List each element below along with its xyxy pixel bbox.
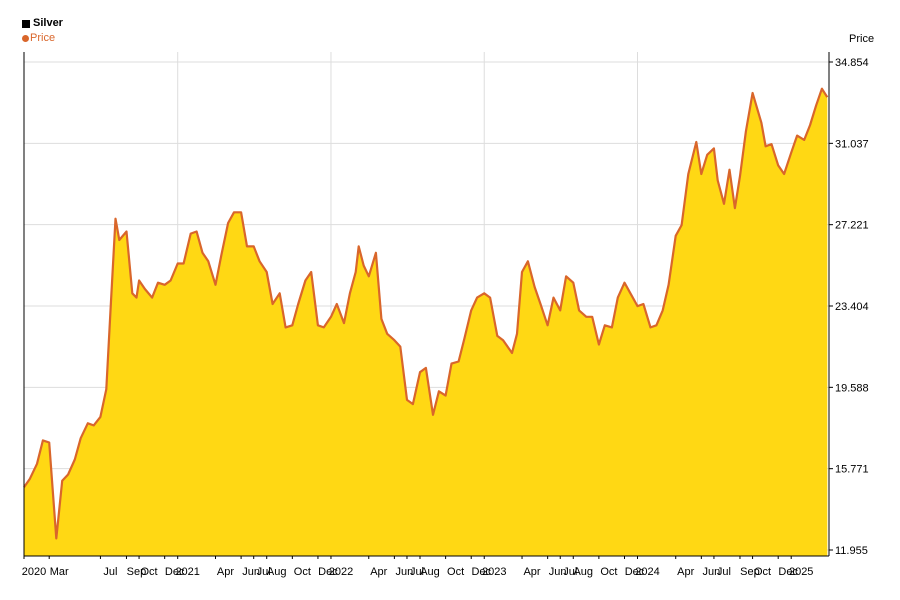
legend-dot-icon bbox=[22, 35, 29, 42]
x-tick-label: Jul bbox=[717, 566, 731, 578]
y-tick-label: 19.588 bbox=[835, 382, 869, 394]
x-tick-label: Apr bbox=[370, 566, 387, 578]
price-area-fill bbox=[24, 88, 828, 556]
y-axis-title: Price bbox=[849, 33, 875, 45]
x-tick-label: Aug bbox=[267, 566, 287, 578]
x-tick-label: 2022 bbox=[329, 566, 353, 578]
x-tick-label: 2021 bbox=[175, 566, 199, 578]
x-tick-label: Dec bbox=[778, 566, 798, 578]
x-tick-label: Aug bbox=[573, 566, 593, 578]
x-tick-label: Dec bbox=[318, 566, 338, 578]
x-tick-label: Aug bbox=[420, 566, 440, 578]
x-tick-label: 2023 bbox=[482, 566, 506, 578]
x-tick-label: Mar bbox=[50, 566, 69, 578]
x-tick-label: Dec bbox=[625, 566, 645, 578]
legend: Silver Price bbox=[22, 16, 63, 46]
x-tick-label: 2020 bbox=[22, 566, 46, 578]
x-tick-label: Jun bbox=[549, 566, 567, 578]
legend-price-label: Price bbox=[30, 32, 56, 44]
x-tick-label: Dec bbox=[471, 566, 491, 578]
legend-square-icon bbox=[22, 19, 30, 28]
x-tick-label: Oct bbox=[294, 566, 311, 578]
y-tick-label: 31.037 bbox=[835, 138, 869, 150]
x-tick-label: 2024 bbox=[635, 566, 659, 578]
legend-title-row: Silver bbox=[22, 16, 63, 31]
x-tick-label: Apr bbox=[523, 566, 540, 578]
y-tick-label: 15.771 bbox=[835, 464, 869, 476]
x-tick-label: Oct bbox=[447, 566, 464, 578]
x-tick-label: Dec bbox=[165, 566, 185, 578]
y-tick-label: 11.955 bbox=[835, 545, 868, 557]
x-tick-label: Jun bbox=[242, 566, 260, 578]
x-tick-label: Jul bbox=[103, 566, 117, 578]
y-tick-label: 23.404 bbox=[835, 301, 869, 313]
x-tick-label: 2025 bbox=[789, 566, 813, 578]
x-tick-label: Jul bbox=[257, 566, 271, 578]
legend-series-title: Silver bbox=[33, 17, 63, 29]
legend-price-row: Price bbox=[22, 31, 63, 46]
x-tick-label: Jul bbox=[563, 566, 577, 578]
x-tick-label: Oct bbox=[754, 566, 771, 578]
x-tick-label: Apr bbox=[217, 566, 234, 578]
x-tick-label: Jun bbox=[702, 566, 720, 578]
price-line bbox=[23, 87, 829, 540]
y-tick-label: 27.221 bbox=[835, 220, 869, 232]
x-tick-label: Oct bbox=[600, 566, 617, 578]
x-tick-label: Sep bbox=[740, 566, 760, 578]
y-tick-label: 34.854 bbox=[835, 57, 869, 69]
x-tick-label: Jul bbox=[410, 566, 424, 578]
x-tick-label: Sep bbox=[127, 566, 147, 578]
x-tick-label: Apr bbox=[677, 566, 694, 578]
x-tick-label: Jun bbox=[396, 566, 414, 578]
x-tick-label: Oct bbox=[140, 566, 157, 578]
